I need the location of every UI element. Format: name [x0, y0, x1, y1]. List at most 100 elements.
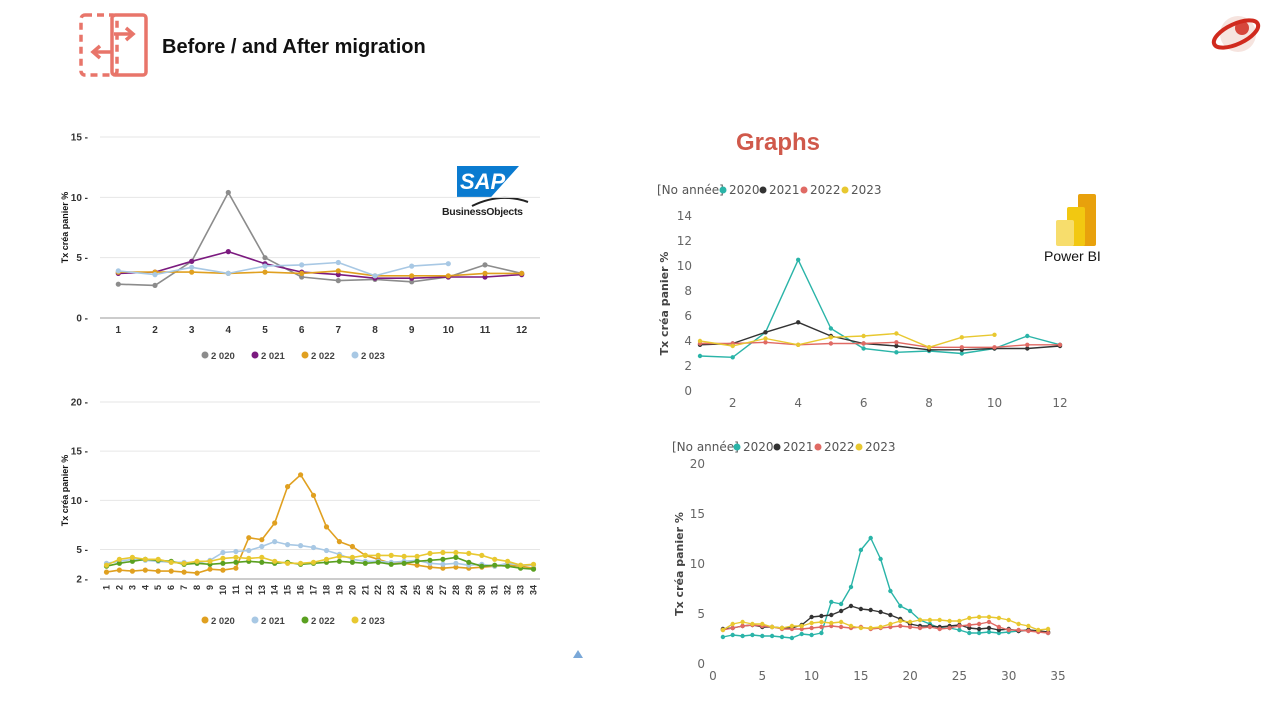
data-point	[967, 615, 972, 621]
data-point	[898, 603, 903, 609]
x-tick-label: 12	[1052, 396, 1067, 410]
legend-title: [No année]	[672, 440, 739, 454]
x-tick-label: 26	[425, 585, 435, 595]
data-point	[848, 623, 854, 629]
x-tick-label: 21	[360, 585, 370, 595]
legend-marker	[351, 616, 359, 624]
y-tick-label: 15 -	[71, 133, 88, 144]
data-point	[957, 627, 962, 633]
legend-label: 2 023	[361, 351, 385, 362]
data-point	[427, 564, 433, 570]
data-point	[479, 552, 485, 559]
data-point	[829, 599, 834, 605]
legend-label: 2022	[810, 183, 841, 197]
data-point	[181, 569, 187, 575]
data-point	[427, 550, 433, 557]
data-point	[323, 524, 330, 530]
data-point	[414, 562, 420, 568]
x-tick-label: 0	[709, 669, 717, 683]
data-point	[375, 559, 381, 565]
data-point	[819, 613, 824, 619]
x-tick-label: 6	[860, 396, 868, 410]
data-point	[115, 281, 121, 287]
x-tick-label: 2	[114, 585, 124, 590]
x-tick-label: 23	[386, 585, 396, 595]
data-point	[116, 567, 122, 573]
data-point	[298, 472, 304, 478]
data-point	[262, 269, 268, 275]
data-point	[720, 634, 726, 640]
series-line-2021	[699, 321, 1061, 351]
data-point	[917, 617, 923, 623]
data-point	[409, 273, 415, 279]
data-point	[986, 619, 992, 625]
business-objects-text: BusinessObjects	[442, 206, 523, 218]
data-point	[220, 567, 226, 573]
y-tick-label: 15	[690, 507, 705, 521]
legend-label: 2020	[743, 440, 774, 454]
data-point	[861, 333, 866, 339]
legend-label: 2 023	[361, 616, 385, 627]
data-point	[976, 630, 982, 636]
data-point	[246, 547, 252, 554]
data-point	[894, 350, 899, 355]
legend-marker	[201, 351, 209, 359]
x-tick-label: 11	[480, 325, 491, 336]
data-point	[259, 559, 265, 565]
data-point	[298, 543, 304, 549]
data-point	[828, 335, 834, 340]
data-point	[1026, 623, 1031, 629]
legend-label: 2022	[824, 440, 855, 454]
data-point	[440, 565, 446, 571]
data-point	[323, 547, 330, 554]
x-tick-label: 22	[373, 585, 383, 595]
x-tick-label: 1	[116, 325, 122, 336]
legend-marker	[251, 616, 259, 624]
data-point	[440, 561, 446, 567]
data-point	[142, 567, 148, 573]
legend-title: [No année]	[657, 183, 724, 197]
data-point	[129, 568, 135, 574]
x-tick-label: 17	[309, 585, 319, 595]
data-point	[116, 556, 122, 562]
data-point	[440, 556, 446, 562]
data-point	[763, 340, 768, 345]
data-point	[233, 559, 239, 565]
data-point	[129, 558, 135, 564]
data-point	[763, 330, 768, 335]
y-axis-label: Tx créa panier %	[673, 512, 686, 616]
data-point	[194, 570, 200, 576]
series-line-2020	[722, 537, 1049, 639]
x-tick-label: 29	[464, 585, 474, 595]
data-point	[518, 562, 524, 568]
data-point	[750, 621, 755, 627]
data-point	[519, 270, 525, 276]
data-point	[976, 614, 982, 620]
y-tick-label: 5	[697, 607, 705, 621]
legend-marker	[719, 186, 727, 194]
x-tick-label: 9	[409, 325, 415, 336]
legend-marker	[855, 443, 863, 451]
data-point	[1036, 627, 1041, 633]
data-point	[453, 560, 459, 566]
y-tick-label: 15 -	[71, 447, 88, 458]
data-point	[207, 558, 213, 564]
data-point	[992, 332, 997, 337]
data-point	[838, 601, 844, 607]
data-point	[262, 255, 268, 261]
y-tick-label: 10 -	[71, 193, 88, 204]
data-point	[445, 261, 451, 267]
data-point	[233, 548, 239, 555]
data-point	[858, 606, 864, 612]
data-point	[362, 552, 368, 559]
x-tick-label: 24	[399, 585, 409, 595]
data-point	[349, 559, 355, 565]
data-point	[838, 619, 844, 625]
data-point	[492, 556, 498, 562]
x-tick-label: 7	[336, 325, 342, 336]
data-point	[115, 268, 121, 274]
data-point	[225, 249, 231, 255]
